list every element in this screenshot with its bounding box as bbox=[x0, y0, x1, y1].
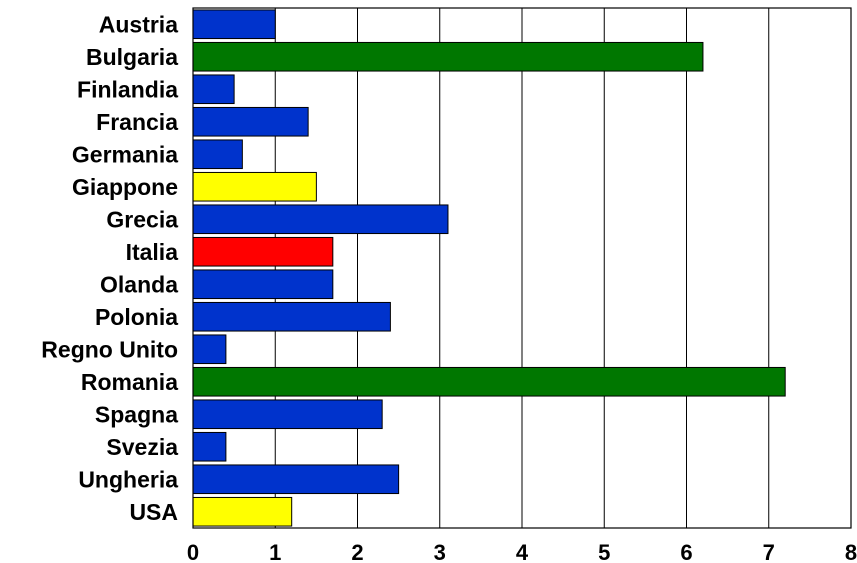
category-label: Ungheria bbox=[78, 466, 178, 492]
category-label: Finlandia bbox=[77, 76, 178, 102]
x-tick-labels: 0 1 2 3 4 5 6 7 8 bbox=[187, 540, 857, 563]
bar-olanda bbox=[192, 269, 334, 300]
x-tick-label: 2 bbox=[351, 540, 363, 563]
category-label: Francia bbox=[96, 109, 178, 135]
grid-lines bbox=[274, 8, 770, 528]
category-label: Grecia bbox=[106, 206, 178, 232]
bar-usa bbox=[192, 496, 293, 527]
bar-spagna bbox=[192, 399, 383, 430]
category-label: USA bbox=[129, 499, 178, 525]
category-label: Giappone bbox=[72, 174, 178, 200]
bar-italia bbox=[192, 236, 334, 267]
category-label: Svezia bbox=[106, 434, 178, 460]
x-tick-label: 8 bbox=[845, 540, 857, 563]
category-label: Germania bbox=[72, 141, 178, 167]
bar-grecia bbox=[192, 204, 449, 235]
category-label: Austria bbox=[99, 11, 178, 37]
category-label: Spagna bbox=[95, 401, 178, 427]
x-tick-label: 4 bbox=[516, 540, 529, 563]
x-tick-label: 1 bbox=[269, 540, 281, 563]
x-tick-label: 6 bbox=[680, 540, 692, 563]
x-tick-label: 3 bbox=[434, 540, 446, 563]
x-tick-label: 7 bbox=[763, 540, 775, 563]
category-label: Regno Unito bbox=[41, 336, 178, 362]
bars bbox=[192, 9, 786, 527]
x-tick-label: 5 bbox=[598, 540, 610, 563]
category-label: Bulgaria bbox=[86, 44, 178, 70]
category-label: Romania bbox=[81, 369, 178, 395]
bar-svezia bbox=[192, 431, 227, 462]
category-labels: Austria Bulgaria Finlandia Francia Germania G… bbox=[41, 11, 178, 525]
bar-germania bbox=[192, 139, 243, 170]
category-label: Polonia bbox=[95, 304, 178, 330]
category-label: Olanda bbox=[100, 271, 178, 297]
bar-austria bbox=[192, 9, 276, 40]
bar-regno-unito bbox=[192, 334, 227, 365]
bar-francia bbox=[192, 106, 309, 137]
bar-ungheria bbox=[192, 464, 400, 495]
category-label: Italia bbox=[126, 239, 179, 265]
x-tick-label: 0 bbox=[187, 540, 199, 563]
bar-romania bbox=[192, 366, 786, 397]
plot-frame bbox=[192, 7, 852, 529]
bar-giappone bbox=[192, 171, 317, 202]
bar-polonia bbox=[192, 301, 391, 332]
bar-bulgaria bbox=[192, 41, 704, 72]
bar-finlandia bbox=[192, 74, 235, 105]
